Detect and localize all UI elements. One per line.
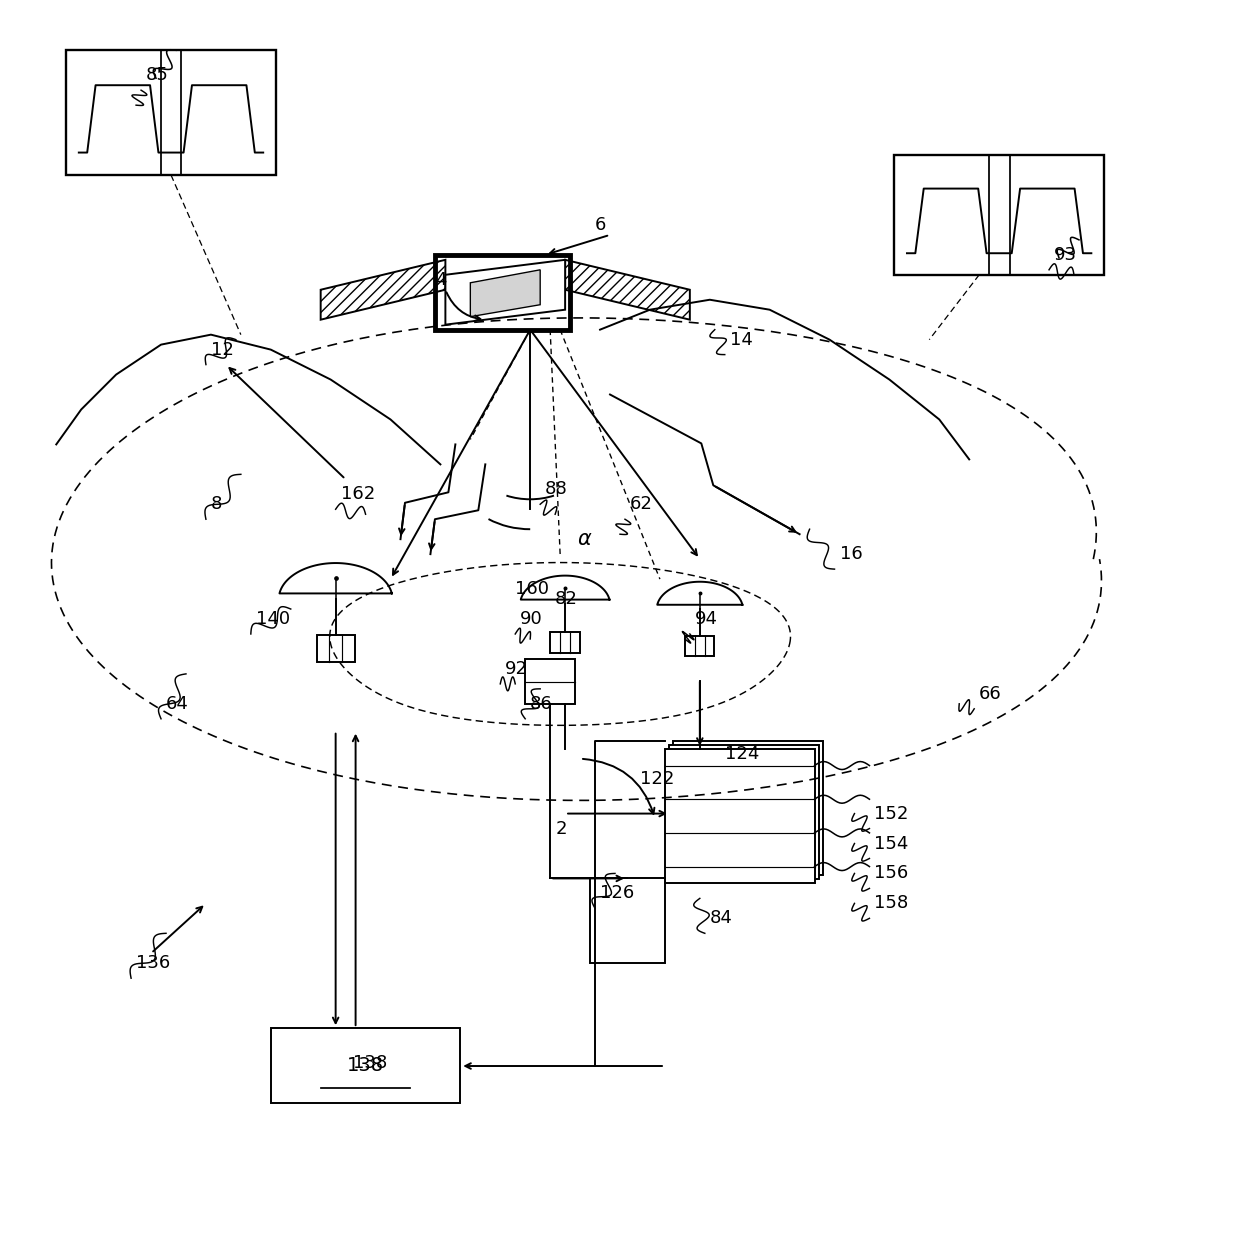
Text: 14: 14 xyxy=(730,331,753,348)
Text: 90: 90 xyxy=(521,610,543,628)
Bar xyxy=(686,636,714,657)
Text: 62: 62 xyxy=(630,496,652,513)
Text: $\alpha$: $\alpha$ xyxy=(578,530,593,550)
Polygon shape xyxy=(470,270,541,317)
Text: 122: 122 xyxy=(640,769,675,788)
Text: 160: 160 xyxy=(516,580,549,598)
Text: 82: 82 xyxy=(556,590,578,608)
Polygon shape xyxy=(321,260,445,320)
Text: 6: 6 xyxy=(595,216,606,234)
Text: 138: 138 xyxy=(353,1054,388,1072)
Text: 8: 8 xyxy=(211,496,222,513)
Bar xyxy=(673,741,822,876)
Text: 124: 124 xyxy=(724,744,759,763)
Text: 85: 85 xyxy=(146,66,169,84)
Text: 16: 16 xyxy=(839,545,862,563)
Text: 138: 138 xyxy=(347,1055,384,1074)
Text: 152: 152 xyxy=(874,804,909,823)
Bar xyxy=(894,155,1104,275)
Text: 84: 84 xyxy=(709,909,733,927)
Text: 94: 94 xyxy=(694,610,718,628)
Text: 64: 64 xyxy=(166,694,188,713)
Bar xyxy=(435,255,570,330)
Bar xyxy=(66,50,275,175)
Bar xyxy=(270,1028,460,1103)
Text: 92: 92 xyxy=(505,659,528,678)
Bar xyxy=(316,634,355,662)
Bar xyxy=(551,632,580,653)
Text: 140: 140 xyxy=(255,610,290,628)
Bar xyxy=(526,659,575,704)
Text: 162: 162 xyxy=(341,486,374,503)
Polygon shape xyxy=(445,260,565,325)
Text: 66: 66 xyxy=(980,684,1002,703)
Text: 158: 158 xyxy=(874,894,909,912)
Text: 4: 4 xyxy=(435,271,446,289)
Bar xyxy=(590,878,665,963)
Bar xyxy=(665,748,815,883)
Polygon shape xyxy=(565,260,689,320)
Text: 136: 136 xyxy=(136,954,170,972)
Text: 156: 156 xyxy=(874,864,909,883)
Text: 154: 154 xyxy=(874,834,909,853)
Text: 93: 93 xyxy=(1054,246,1078,264)
Bar xyxy=(668,744,818,879)
Text: 2: 2 xyxy=(556,819,567,838)
Text: 88: 88 xyxy=(546,481,568,498)
Text: 12: 12 xyxy=(211,341,234,358)
Text: 126: 126 xyxy=(600,884,635,902)
Text: 86: 86 xyxy=(531,694,553,713)
